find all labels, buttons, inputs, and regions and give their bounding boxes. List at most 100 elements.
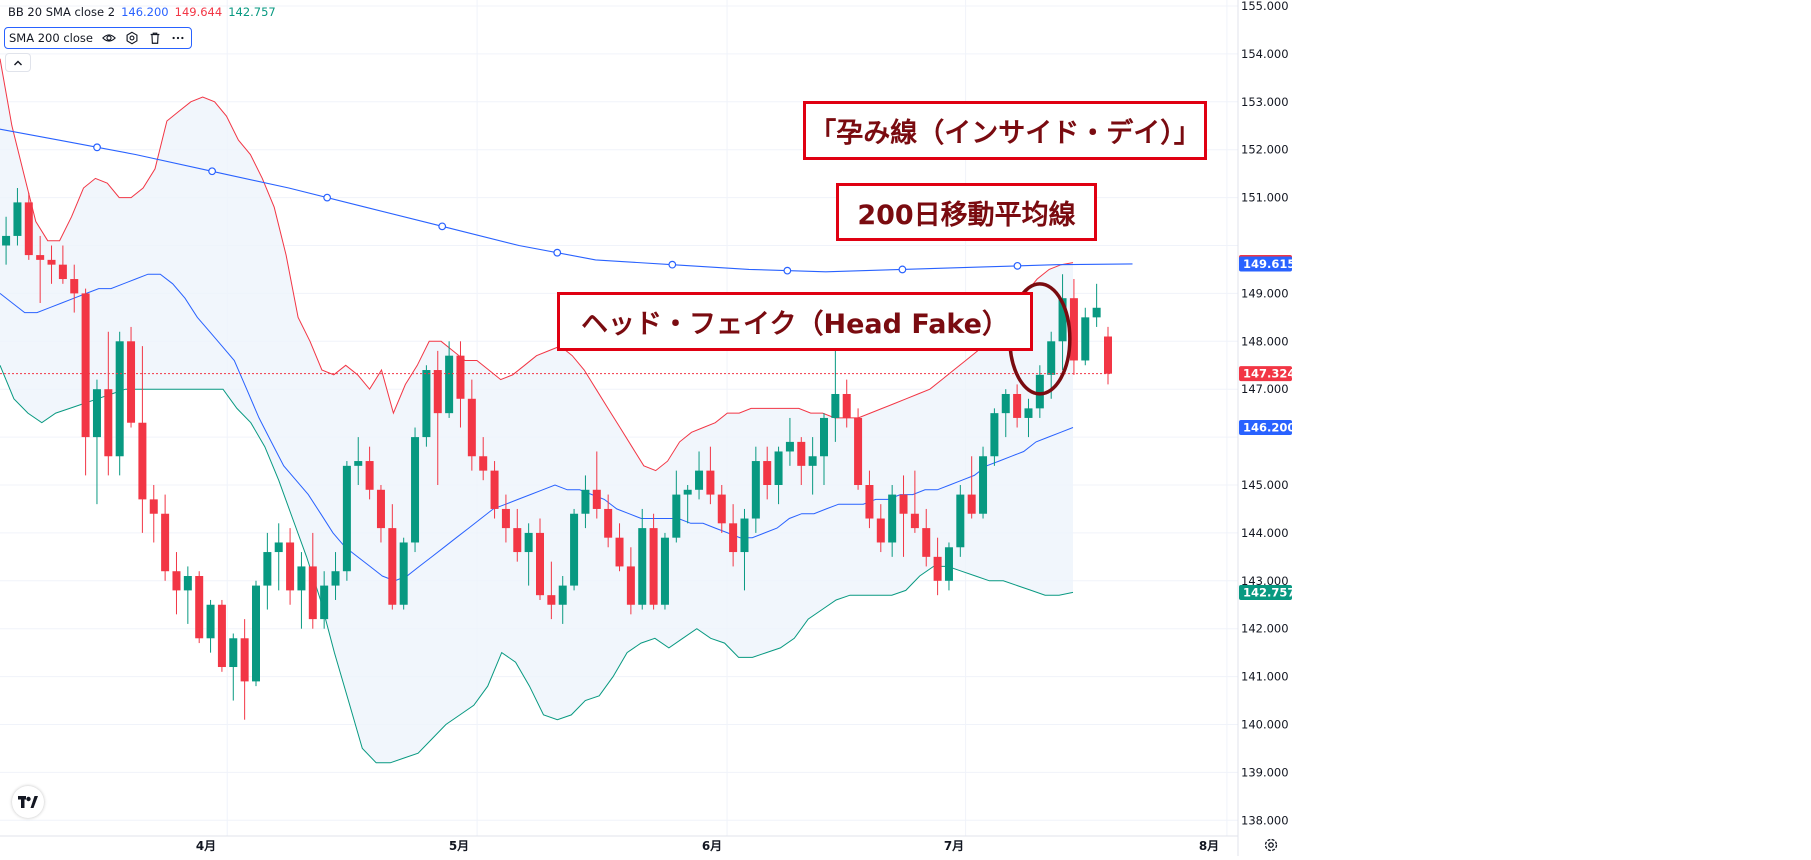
price-tick-label: 145.000 bbox=[1241, 478, 1289, 492]
settings-icon[interactable] bbox=[125, 31, 139, 45]
candle bbox=[13, 188, 22, 246]
candle bbox=[297, 552, 306, 629]
eye-icon[interactable] bbox=[102, 31, 116, 45]
candle bbox=[70, 264, 79, 313]
candle-body bbox=[501, 508, 510, 529]
candle bbox=[479, 437, 488, 481]
price-tag: 146.200 bbox=[1239, 420, 1295, 436]
candle-body bbox=[990, 413, 999, 457]
candle bbox=[127, 326, 136, 428]
candle bbox=[808, 437, 817, 495]
candle-body bbox=[354, 461, 363, 466]
candle bbox=[717, 485, 726, 533]
candlestick-series bbox=[2, 188, 1112, 720]
candle-body bbox=[479, 456, 488, 471]
candle-body bbox=[513, 528, 522, 553]
candle bbox=[115, 331, 124, 476]
candle bbox=[763, 446, 772, 500]
price-axis[interactable]: 155.000 154.000 153.000 152.000 151.000 149.0… bbox=[1237, 0, 1295, 856]
candle-body bbox=[820, 417, 828, 457]
candle bbox=[2, 216, 11, 265]
candle bbox=[240, 619, 249, 720]
tradingview-logo[interactable] bbox=[12, 786, 44, 818]
price-tick-label: 153.000 bbox=[1241, 95, 1289, 109]
price-tag-bg bbox=[1239, 366, 1292, 382]
candle bbox=[774, 446, 783, 505]
price-tick-label: 138.000 bbox=[1241, 813, 1289, 827]
sma200-point bbox=[438, 222, 447, 231]
candle bbox=[672, 470, 681, 543]
candle-body bbox=[252, 585, 260, 682]
sma200-point bbox=[93, 143, 101, 152]
candle bbox=[638, 508, 647, 610]
candle-body bbox=[842, 393, 851, 418]
candle-body bbox=[342, 465, 351, 572]
candle bbox=[92, 379, 101, 505]
price-tag-bg bbox=[1239, 256, 1292, 272]
candle bbox=[751, 446, 760, 533]
candle-body bbox=[115, 341, 124, 457]
more-icon[interactable] bbox=[171, 31, 185, 45]
candle bbox=[342, 461, 351, 581]
candle bbox=[331, 552, 340, 600]
candle bbox=[399, 537, 408, 610]
candle bbox=[138, 346, 147, 533]
candle-body bbox=[127, 341, 136, 423]
price-tick-label: 149.000 bbox=[1241, 286, 1289, 300]
price-tick-label: 147.000 bbox=[1241, 382, 1289, 396]
price-tick-label: 152.000 bbox=[1241, 143, 1289, 157]
candle-body bbox=[660, 537, 669, 605]
bb-lower-value: 142.757 bbox=[228, 5, 276, 19]
candle bbox=[274, 523, 283, 591]
candle-body bbox=[1081, 317, 1090, 361]
sma-legend[interactable]: SMA 200 close bbox=[4, 27, 192, 49]
candle bbox=[183, 566, 192, 624]
candle-body bbox=[797, 441, 806, 466]
price-tag-label: 146.200 bbox=[1243, 421, 1295, 435]
gear-icon[interactable] bbox=[1263, 837, 1279, 853]
candle bbox=[1001, 389, 1010, 438]
candle bbox=[695, 451, 704, 500]
candle-body bbox=[388, 528, 397, 605]
price-tag-bg bbox=[1239, 584, 1292, 600]
annotation-head-fake-text: ヘッド・フェイク（Head Fake） bbox=[581, 309, 1009, 340]
candle bbox=[467, 379, 476, 471]
bb-legend[interactable]: BB 20 SMA close 2 146.200 149.644 142.757 bbox=[8, 5, 276, 19]
candle-body bbox=[524, 532, 533, 553]
candle bbox=[854, 408, 863, 490]
time-axis[interactable]: 4月 5月 6月 7月 8月 bbox=[0, 835, 1238, 853]
candle bbox=[1069, 279, 1078, 375]
annotation-inside-day: 「孕み線（インサイド・デイ）」 bbox=[803, 101, 1207, 160]
candle bbox=[1058, 274, 1067, 371]
candle bbox=[456, 341, 465, 428]
candle-body bbox=[13, 202, 22, 236]
trash-icon[interactable] bbox=[148, 31, 162, 45]
candle bbox=[354, 437, 363, 485]
candle-body bbox=[695, 470, 704, 490]
bb-legend-title: BB 20 SMA close 2 bbox=[8, 5, 116, 19]
candle-body bbox=[1001, 393, 1010, 414]
candle bbox=[1081, 307, 1090, 366]
candle bbox=[683, 485, 692, 524]
candle bbox=[411, 427, 420, 553]
candle-body bbox=[683, 489, 692, 495]
candle bbox=[36, 235, 45, 303]
candle bbox=[1013, 384, 1022, 428]
candle-body bbox=[944, 547, 953, 581]
candle bbox=[876, 504, 885, 553]
candle-body bbox=[297, 566, 306, 591]
candle-body bbox=[365, 461, 374, 490]
candle bbox=[797, 437, 806, 485]
candle-body bbox=[1047, 341, 1056, 375]
candle-body bbox=[751, 461, 760, 519]
price-tick-label: 154.000 bbox=[1241, 47, 1289, 61]
candle bbox=[660, 532, 669, 610]
candle bbox=[820, 413, 828, 485]
candle-body bbox=[1035, 374, 1044, 409]
candle bbox=[831, 341, 840, 442]
candle bbox=[308, 532, 317, 629]
collapse-legend-button[interactable] bbox=[5, 53, 31, 72]
candle bbox=[24, 192, 33, 260]
